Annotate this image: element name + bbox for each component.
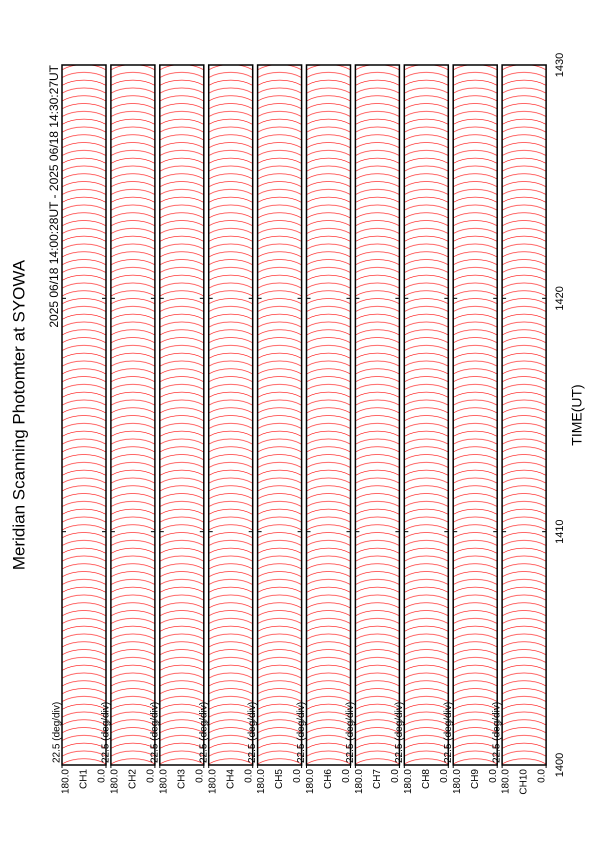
- y-tick-label: 180.0: [305, 769, 316, 794]
- panel: [404, 65, 449, 765]
- panel-frame: [452, 64, 498, 766]
- panel: [453, 65, 498, 765]
- y-tick-label: 0.0: [390, 769, 401, 783]
- y-tick-label: 180.0: [403, 769, 414, 794]
- panel: [159, 65, 204, 765]
- y-tick-label: 0.0: [488, 769, 499, 783]
- scan-traces: [159, 65, 204, 765]
- panel-scale: 22.5 (deg/div): [198, 702, 209, 763]
- y-tick-label: 0.0: [341, 769, 352, 783]
- panel-scale: 22.5 (deg/div): [492, 702, 503, 763]
- y-tick-label: 180.0: [207, 769, 218, 794]
- panel-frame: [61, 64, 107, 766]
- panel-scale: 22.5 (deg/div): [394, 702, 405, 763]
- panel-scale: 22.5 (deg/div): [101, 702, 112, 763]
- x-tick-label: 1420: [554, 286, 566, 310]
- panel: [208, 65, 253, 765]
- scan-traces: [502, 65, 547, 765]
- scan-traces: [257, 65, 302, 765]
- panel-frame: [110, 64, 156, 766]
- panel-scale: 22.5 (deg/div): [247, 702, 258, 763]
- x-tick-label: 1410: [554, 519, 566, 543]
- scan-traces: [404, 65, 449, 765]
- scan-traces: [355, 65, 400, 765]
- panel-frame: [354, 64, 401, 766]
- panel: [110, 65, 155, 765]
- x-tick-label: 1400: [554, 753, 566, 777]
- channel-label: CH7: [372, 769, 383, 789]
- y-tick-label: 0.0: [439, 769, 450, 783]
- x-tick-label: 1430: [554, 53, 566, 77]
- panel-frame: [207, 64, 254, 766]
- panel-frame: [305, 64, 352, 766]
- y-tick-label: 180.0: [110, 769, 121, 794]
- panel-scale: 22.5 (deg/div): [52, 702, 63, 763]
- panel: [257, 65, 302, 765]
- y-tick-label: 180.0: [501, 769, 512, 794]
- panel-scale: 22.5 (deg/div): [443, 702, 454, 763]
- channel-label: CH10: [519, 769, 530, 795]
- y-tick-label: 180.0: [354, 769, 365, 794]
- channel-label: CH2: [128, 769, 139, 789]
- scan-traces: [453, 65, 498, 765]
- panel-scale: 22.5 (deg/div): [345, 702, 356, 763]
- channel-label: CH1: [79, 769, 90, 789]
- channel-label: CH3: [176, 769, 187, 789]
- scan-traces: [110, 65, 155, 765]
- y-tick-label: 0.0: [292, 769, 303, 783]
- channel-label: CH5: [274, 769, 285, 789]
- scan-traces: [62, 65, 106, 765]
- panel-frame: [159, 64, 205, 766]
- panel: [62, 65, 106, 765]
- y-tick-label: 0.0: [243, 769, 254, 783]
- scan-traces: [306, 65, 351, 765]
- chart-title: Meridian Scanning Photomter at SYOWA: [9, 259, 28, 570]
- panel: [306, 65, 351, 765]
- panel-scale: 22.5 (deg/div): [296, 702, 307, 763]
- panel: [502, 65, 547, 765]
- panel-frame: [256, 64, 303, 766]
- channel-label: CH4: [225, 769, 236, 789]
- y-tick-label: 180.0: [158, 769, 169, 794]
- channel-label: CH9: [470, 769, 481, 789]
- x-axis-label: TIME(UT): [569, 384, 585, 445]
- panel-frame: [403, 64, 450, 766]
- y-tick-label: 0.0: [537, 769, 548, 783]
- y-tick-label: 180.0: [452, 769, 463, 794]
- panel: [355, 65, 400, 765]
- y-tick-label: 0.0: [194, 769, 205, 783]
- y-tick-label: 180.0: [61, 769, 72, 794]
- scan-traces: [208, 65, 253, 765]
- panel-scale: 22.5 (deg/div): [149, 702, 160, 763]
- channel-label: CH6: [323, 769, 334, 789]
- chart-subtitle: 2025 06/18 14:00:28UT - 2025 06/18 14:30…: [47, 64, 61, 327]
- y-tick-label: 180.0: [256, 769, 267, 794]
- y-tick-label: 0.0: [97, 769, 108, 783]
- panel-frame: [501, 64, 547, 766]
- y-tick-label: 0.0: [146, 769, 157, 783]
- channel-label: CH8: [421, 769, 432, 789]
